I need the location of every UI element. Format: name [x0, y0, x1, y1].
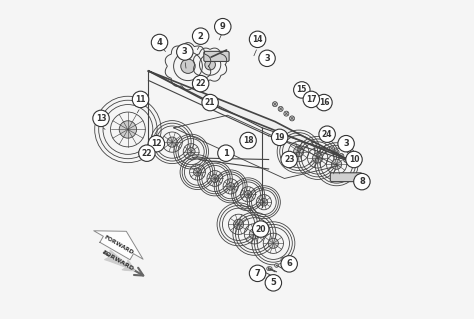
Text: 1: 1 — [223, 149, 229, 158]
Circle shape — [181, 59, 195, 73]
Text: 6: 6 — [286, 259, 292, 268]
Text: 11: 11 — [135, 95, 146, 104]
Circle shape — [244, 190, 252, 198]
Circle shape — [93, 110, 109, 127]
Circle shape — [227, 182, 235, 190]
FancyBboxPatch shape — [330, 173, 362, 182]
Text: 4: 4 — [156, 38, 163, 47]
Circle shape — [249, 265, 266, 282]
Circle shape — [218, 145, 234, 161]
Circle shape — [338, 136, 355, 152]
Circle shape — [249, 229, 259, 239]
Text: 22: 22 — [142, 149, 152, 158]
Circle shape — [284, 111, 289, 116]
Circle shape — [278, 106, 283, 111]
Text: 10: 10 — [349, 155, 359, 164]
Text: 7: 7 — [255, 269, 260, 278]
Text: 13: 13 — [96, 114, 106, 123]
Text: 23: 23 — [284, 155, 294, 164]
Text: 12: 12 — [151, 139, 162, 148]
Text: 16: 16 — [319, 98, 329, 107]
Circle shape — [268, 238, 278, 249]
Circle shape — [167, 137, 177, 147]
Polygon shape — [94, 231, 143, 260]
Text: FORWARD: FORWARD — [100, 249, 134, 272]
Text: 20: 20 — [255, 225, 266, 234]
Circle shape — [187, 148, 195, 156]
Circle shape — [177, 44, 193, 60]
Circle shape — [293, 146, 304, 157]
Circle shape — [260, 198, 268, 206]
Circle shape — [265, 275, 282, 291]
Circle shape — [346, 151, 362, 168]
Text: FORWARD: FORWARD — [103, 234, 134, 255]
Circle shape — [215, 19, 231, 35]
Text: 3: 3 — [343, 139, 349, 148]
Circle shape — [132, 91, 149, 108]
Circle shape — [268, 267, 272, 271]
Circle shape — [281, 257, 285, 261]
Circle shape — [303, 91, 319, 108]
Circle shape — [344, 157, 348, 162]
Circle shape — [281, 151, 297, 168]
Circle shape — [255, 273, 259, 277]
Circle shape — [319, 126, 335, 142]
Circle shape — [274, 263, 278, 267]
Text: 9: 9 — [220, 22, 226, 31]
Circle shape — [148, 136, 164, 152]
Text: 15: 15 — [297, 85, 307, 94]
Circle shape — [139, 145, 155, 161]
Circle shape — [267, 267, 271, 271]
Circle shape — [329, 146, 334, 151]
Text: 21: 21 — [205, 98, 215, 107]
Polygon shape — [148, 71, 347, 160]
Circle shape — [316, 94, 332, 111]
Circle shape — [205, 59, 216, 70]
Circle shape — [193, 168, 201, 176]
Circle shape — [119, 121, 137, 138]
Circle shape — [192, 28, 209, 44]
Circle shape — [151, 34, 168, 51]
Circle shape — [234, 219, 244, 229]
Circle shape — [253, 221, 269, 237]
FancyBboxPatch shape — [204, 51, 229, 62]
Text: 3: 3 — [264, 54, 270, 63]
Circle shape — [249, 31, 266, 48]
Text: 14: 14 — [252, 35, 263, 44]
Circle shape — [259, 50, 275, 67]
Text: 8: 8 — [359, 177, 365, 186]
Text: 5: 5 — [271, 278, 276, 287]
Circle shape — [290, 116, 294, 121]
Circle shape — [272, 129, 288, 145]
Circle shape — [312, 153, 323, 163]
Circle shape — [281, 256, 297, 272]
Circle shape — [240, 132, 256, 149]
Text: 3: 3 — [182, 48, 188, 56]
Circle shape — [334, 150, 339, 155]
Circle shape — [262, 270, 266, 274]
Circle shape — [192, 75, 209, 92]
Circle shape — [293, 82, 310, 98]
Circle shape — [339, 153, 344, 159]
Circle shape — [273, 102, 277, 107]
Text: 17: 17 — [306, 95, 317, 104]
Text: 18: 18 — [243, 136, 254, 145]
Text: 22: 22 — [195, 79, 206, 88]
Circle shape — [354, 174, 370, 190]
Text: 2: 2 — [198, 32, 203, 41]
Circle shape — [331, 159, 342, 169]
Circle shape — [211, 174, 219, 182]
Text: 24: 24 — [322, 130, 332, 139]
Text: 19: 19 — [274, 133, 285, 142]
Circle shape — [202, 94, 219, 111]
